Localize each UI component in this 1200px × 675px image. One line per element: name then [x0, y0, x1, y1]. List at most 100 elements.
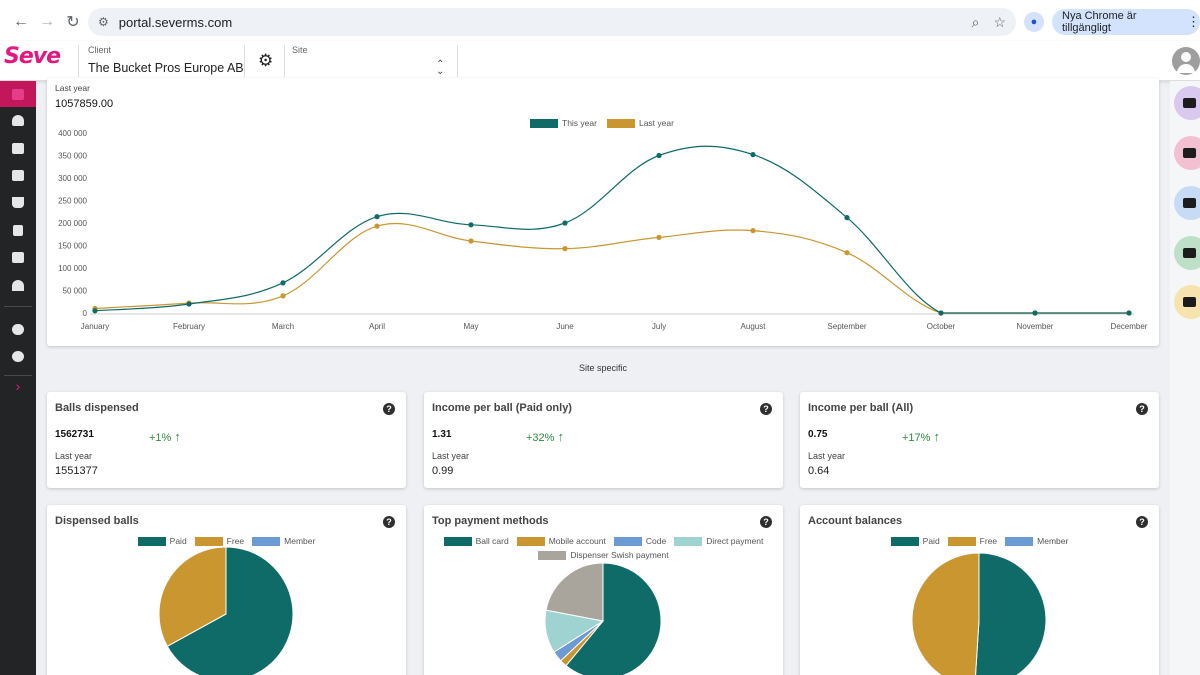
cart-icon[interactable]: [0, 189, 36, 215]
bank-icon[interactable]: [0, 272, 36, 298]
pie-slice[interactable]: [975, 552, 1047, 675]
receipt-icon[interactable]: [0, 217, 36, 243]
client-selector[interactable]: Client The Bucket Pros Europe AB: [88, 45, 244, 75]
data-point[interactable]: [1126, 310, 1132, 316]
data-point[interactable]: [374, 214, 380, 220]
legend-item[interactable]: Paid: [890, 536, 940, 546]
legend-label: Last year: [638, 118, 674, 128]
report-icon[interactable]: [0, 244, 36, 270]
series-line: [94, 222, 1129, 314]
legend-label: Member: [284, 536, 316, 546]
help-icon[interactable]: ?: [760, 403, 772, 415]
browser-profile-icon[interactable]: ●: [1024, 12, 1044, 32]
data-point[interactable]: [844, 250, 850, 256]
site-selector[interactable]: Site: [292, 45, 308, 55]
legend-label: Free: [226, 536, 245, 546]
legend-item[interactable]: Free: [947, 536, 997, 546]
legend-label: Mobile account: [548, 536, 606, 546]
data-point[interactable]: [92, 308, 98, 314]
data-point[interactable]: [562, 246, 568, 252]
data-point[interactable]: [374, 223, 380, 229]
header-divider: [284, 45, 285, 77]
zoom-icon[interactable]: ⌕: [971, 13, 980, 30]
left-sidebar: ›: [0, 81, 36, 675]
legend-item[interactable]: Member: [1005, 536, 1068, 546]
add-card-icon[interactable]: [1174, 186, 1200, 220]
x-tick-label: November: [1017, 322, 1054, 331]
legend-item[interactable]: Code: [613, 536, 666, 546]
legend-item[interactable]: Direct payment: [674, 536, 763, 546]
help-icon[interactable]: ?: [383, 403, 395, 415]
pie-slice[interactable]: [158, 546, 227, 647]
help-icon[interactable]: [0, 343, 36, 369]
pie-slice[interactable]: [166, 546, 294, 675]
data-point[interactable]: [186, 301, 192, 307]
kpi-change-value: +17%: [902, 432, 931, 444]
reload-icon[interactable]: ↻: [66, 14, 80, 31]
chrome-update-button[interactable]: Nya Chrome är tillgängligt ⋮: [1052, 9, 1200, 35]
kpi-value: 1.31: [432, 429, 452, 440]
settings-gear-icon[interactable]: ⚙: [258, 51, 274, 70]
site-info-icon[interactable]: ⚙: [98, 15, 109, 29]
pie-slice[interactable]: [911, 552, 980, 675]
help-icon[interactable]: ?: [383, 516, 395, 528]
card-title: Top payment methods: [432, 515, 549, 527]
kpi-last-year-value: 0.99: [432, 465, 454, 477]
header-divider: [457, 45, 458, 77]
wallet-icon[interactable]: [1174, 285, 1200, 319]
data-point[interactable]: [938, 310, 944, 316]
legend-swatch: [530, 118, 558, 128]
arrow-up-icon: ↑: [557, 429, 565, 444]
expand-icon[interactable]: ›: [15, 378, 21, 394]
revenue-line-chart: 0 50 000 100 000 150 000 200 000 250 000 300 0…: [58, 129, 1148, 331]
legend-item[interactable]: Dispenser Swish payment: [538, 550, 669, 560]
bookmark-star-icon[interactable]: ☆: [993, 13, 1006, 30]
ticket-icon[interactable]: [1174, 136, 1200, 170]
legend-swatch: [890, 536, 919, 546]
pie-slice[interactable]: [545, 562, 604, 622]
legend-item[interactable]: Free: [194, 536, 245, 546]
legend-item[interactable]: Paid: [137, 536, 187, 546]
data-point[interactable]: [280, 293, 286, 299]
legend-label: Direct payment: [706, 536, 764, 546]
badge-icon[interactable]: [0, 135, 36, 161]
data-point[interactable]: [562, 220, 568, 226]
browser-menu-icon[interactable]: ⋮: [1187, 14, 1200, 29]
legend-item[interactable]: Last year: [606, 118, 674, 128]
data-point[interactable]: [750, 228, 756, 234]
legend-item[interactable]: Mobile account: [516, 536, 606, 546]
admin-icon[interactable]: [0, 316, 36, 342]
help-icon[interactable]: ?: [1136, 516, 1148, 528]
seve-logo[interactable]: Seve: [4, 45, 70, 77]
help-icon[interactable]: ?: [760, 516, 772, 528]
dashboard-icon[interactable]: [0, 81, 36, 107]
legend-item[interactable]: Member: [252, 536, 315, 546]
data-point[interactable]: [656, 152, 662, 159]
legend-item[interactable]: This year: [530, 118, 597, 128]
legend-item[interactable]: Ball card: [443, 536, 509, 546]
back-arrow-icon[interactable]: ←: [13, 13, 29, 30]
data-point[interactable]: [844, 215, 850, 221]
user-avatar[interactable]: [1172, 47, 1200, 75]
kpi-change-value: +32%: [526, 432, 555, 444]
data-point[interactable]: [656, 234, 662, 240]
pie-slice[interactable]: [565, 562, 662, 675]
data-point[interactable]: [468, 222, 474, 228]
users-icon[interactable]: [0, 107, 36, 133]
data-point[interactable]: [280, 280, 286, 286]
data-point[interactable]: [468, 238, 474, 244]
address-bar[interactable]: ⚙ portal.severms.com ⌕ ☆: [88, 8, 1016, 36]
x-tick-label: March: [272, 322, 294, 331]
site-dropdown-chevron-icon[interactable]: ⌃ ⌄: [436, 59, 445, 77]
arrow-up-icon: ↑: [933, 429, 941, 444]
header-divider: [78, 45, 79, 77]
send-icon[interactable]: [1174, 236, 1200, 270]
last-year-label: Last year: [55, 83, 90, 93]
forward-arrow-icon[interactable]: →: [39, 13, 55, 30]
help-icon[interactable]: ?: [1136, 403, 1148, 415]
pie-legend: Paid Free Member: [47, 536, 406, 546]
add-user-icon[interactable]: [1174, 86, 1200, 120]
data-point[interactable]: [750, 152, 756, 158]
tickets-icon[interactable]: [0, 162, 36, 188]
data-point[interactable]: [1032, 310, 1038, 316]
